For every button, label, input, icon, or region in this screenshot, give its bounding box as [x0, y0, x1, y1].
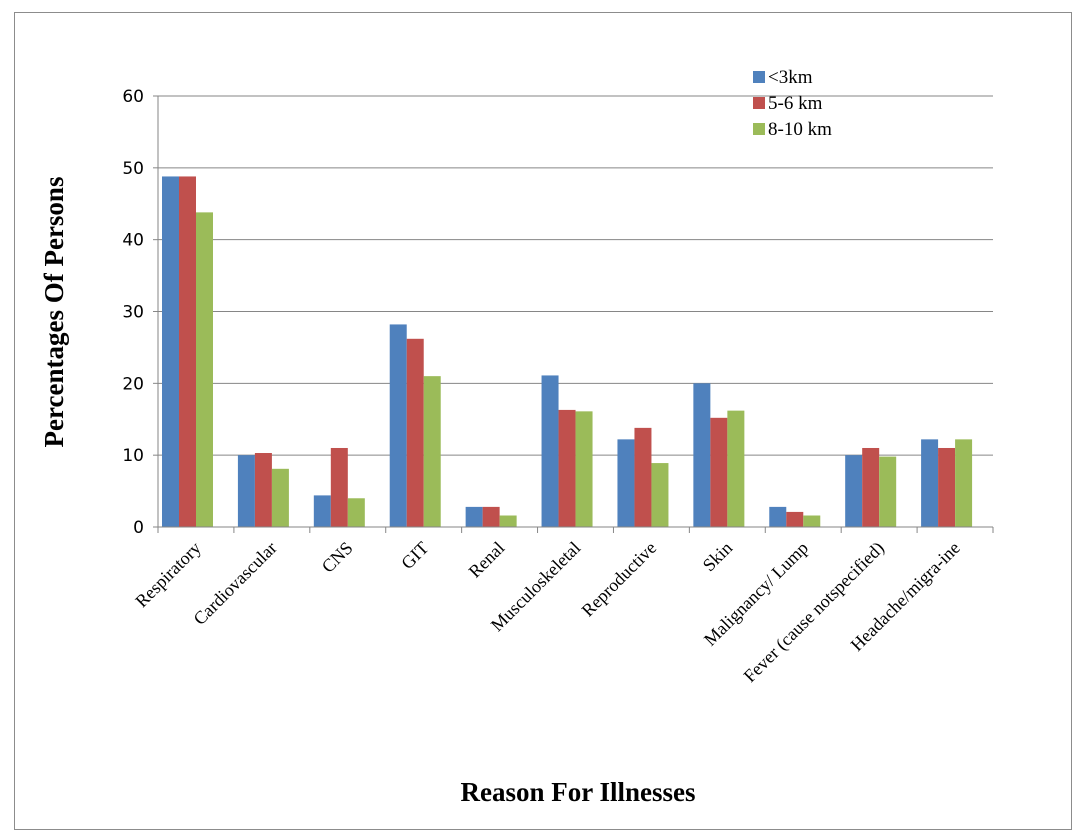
- bar: [921, 439, 939, 527]
- bar: [693, 383, 711, 527]
- bar: [727, 410, 745, 527]
- legend-swatch: [753, 97, 765, 109]
- y-tick-label: 20: [122, 374, 144, 394]
- bar: [575, 411, 593, 527]
- bar: [651, 463, 669, 527]
- x-tick-label: GIT: [397, 538, 432, 573]
- x-tick-label: Respiratory: [131, 538, 205, 612]
- bar: [389, 324, 407, 527]
- x-tick-label: Skin: [699, 538, 736, 575]
- bars: [162, 176, 973, 527]
- x-tick-label: CNS: [318, 538, 357, 577]
- bar: [254, 453, 272, 527]
- bar: [330, 447, 348, 527]
- bar: [845, 455, 863, 527]
- bar: [313, 495, 331, 527]
- y-tick-label: 0: [133, 518, 144, 538]
- bar: [862, 447, 880, 527]
- legend-label: 5-6 km: [768, 93, 823, 114]
- bar: [786, 511, 804, 527]
- x-tick-label: Fever (cause notspecified): [740, 538, 889, 687]
- bar: [482, 506, 500, 527]
- legend-swatch: [753, 71, 765, 83]
- y-tick-labels: 0 10 20 30 40 50 60: [122, 87, 144, 538]
- bar: [237, 455, 255, 527]
- bar: [271, 468, 289, 527]
- bar: [938, 447, 956, 527]
- axes: [157, 96, 994, 533]
- legend-label: <3km: [768, 67, 813, 88]
- bar: [955, 439, 973, 527]
- x-axis-title: Reason For Illnesses: [460, 777, 695, 807]
- bar: [634, 427, 652, 527]
- bar: [347, 498, 365, 527]
- x-tick-label: Renal: [465, 538, 509, 582]
- legend: <3km 5-6 km 8-10 km: [753, 67, 832, 140]
- y-tick-label: 30: [122, 303, 144, 323]
- y-tick-label: 10: [122, 446, 144, 466]
- bar: [162, 176, 179, 527]
- bar: [710, 417, 728, 527]
- bar: [541, 375, 559, 527]
- bar: [423, 376, 441, 527]
- bar: [465, 506, 483, 527]
- bar: [879, 456, 897, 527]
- bar: [499, 515, 517, 527]
- legend-label: 8-10 km: [768, 119, 832, 140]
- y-tick-label: 50: [122, 159, 144, 179]
- bar: [769, 506, 787, 527]
- legend-swatch: [753, 123, 765, 135]
- y-axis-title: Percentages Of Persons: [39, 177, 69, 448]
- bar: [406, 338, 424, 527]
- bar: [617, 439, 635, 527]
- bar: [179, 176, 196, 527]
- bar: [558, 409, 576, 527]
- x-tick-label: Reproductive: [578, 538, 661, 621]
- y-tick-label: 40: [122, 231, 144, 251]
- bar: [196, 212, 213, 527]
- y-tick-label: 60: [122, 87, 144, 107]
- bar: [803, 515, 821, 527]
